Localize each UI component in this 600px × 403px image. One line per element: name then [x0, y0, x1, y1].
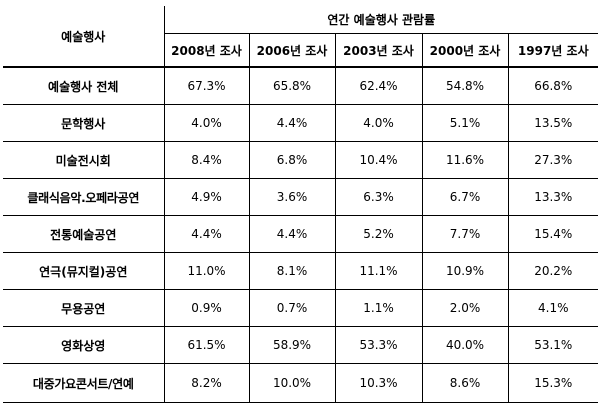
table-header: 예술행사 연간 예술행사 관람률 2008년 조사 2006년 조사 2003년… [3, 6, 599, 68]
table-cell: 10.4% [334, 141, 422, 179]
table-cell: 7.7% [421, 215, 508, 253]
table-cell: 5.2% [334, 215, 422, 253]
arts-attendance-table: 예술행사 연간 예술행사 관람률 2008년 조사 2006년 조사 2003년… [3, 6, 599, 403]
table-row: 대중가요콘서트/연예 8.2% 10.0% 10.3% 8.6% 15.3% [3, 363, 599, 403]
corner-header: 예술행사 [3, 6, 164, 68]
table-cell: 58.9% [248, 326, 335, 364]
table-row: 영화상영 61.5% 58.9% 53.3% 40.0% 53.1% [3, 326, 599, 364]
table-cell: 6.3% [334, 178, 422, 216]
table-cell: 0.7% [248, 289, 335, 327]
table-cell: 40.0% [421, 326, 508, 364]
table-cell: 10.0% [248, 363, 335, 403]
table-cell: 53.1% [507, 326, 599, 364]
row-label: 연극(뮤지컬)공연 [3, 252, 164, 290]
table-row: 무용공연 0.9% 0.7% 1.1% 2.0% 4.1% [3, 289, 599, 327]
table-cell: 3.6% [248, 178, 335, 216]
row-label: 영화상영 [3, 326, 164, 364]
table-cell: 11.6% [421, 141, 508, 179]
column-header: 2000년 조사 [421, 33, 508, 68]
table-cell: 15.3% [507, 363, 599, 403]
table-cell: 62.4% [334, 67, 422, 105]
column-header: 2008년 조사 [163, 33, 249, 68]
table-cell: 8.2% [163, 363, 249, 403]
table-cell: 4.4% [163, 215, 249, 253]
row-label: 무용공연 [3, 289, 164, 327]
table-body: 예술행사 전체 67.3% 65.8% 62.4% 54.8% 66.8% 문학… [3, 67, 599, 403]
table-cell: 65.8% [248, 67, 335, 105]
table-cell: 66.8% [507, 67, 599, 105]
table-row: 미술전시회 8.4% 6.8% 10.4% 11.6% 27.3% [3, 141, 599, 179]
table-cell: 4.1% [507, 289, 599, 327]
table-cell: 4.4% [248, 215, 335, 253]
table-cell: 10.3% [334, 363, 422, 403]
table-cell: 4.0% [334, 104, 422, 142]
table-cell: 54.8% [421, 67, 508, 105]
column-header: 2003년 조사 [334, 33, 422, 68]
table-cell: 4.4% [248, 104, 335, 142]
row-label: 문학행사 [3, 104, 164, 142]
table-cell: 10.9% [421, 252, 508, 290]
column-header: 2006년 조사 [248, 33, 335, 68]
table-row: 문학행사 4.0% 4.4% 4.0% 5.1% 13.5% [3, 104, 599, 142]
table-cell: 0.9% [163, 289, 249, 327]
table-cell: 4.9% [163, 178, 249, 216]
table-cell: 11.0% [163, 252, 249, 290]
table-row: 연극(뮤지컬)공연 11.0% 8.1% 11.1% 10.9% 20.2% [3, 252, 599, 290]
table-cell: 20.2% [507, 252, 599, 290]
row-label: 클래식음악.오페라공연 [3, 178, 164, 216]
row-label: 예술행사 전체 [3, 67, 164, 105]
group-header: 연간 예술행사 관람률 [163, 6, 599, 34]
row-label: 전통예술공연 [3, 215, 164, 253]
table-row: 예술행사 전체 67.3% 65.8% 62.4% 54.8% 66.8% [3, 67, 599, 105]
table-cell: 27.3% [507, 141, 599, 179]
table-cell: 11.1% [334, 252, 422, 290]
table-cell: 4.0% [163, 104, 249, 142]
row-label: 미술전시회 [3, 141, 164, 179]
table-row: 전통예술공연 4.4% 4.4% 5.2% 7.7% 15.4% [3, 215, 599, 253]
table-cell: 5.1% [421, 104, 508, 142]
table-cell: 53.3% [334, 326, 422, 364]
table-cell: 8.6% [421, 363, 508, 403]
table-cell: 13.3% [507, 178, 599, 216]
table-cell: 13.5% [507, 104, 599, 142]
table-cell: 8.4% [163, 141, 249, 179]
table-cell: 2.0% [421, 289, 508, 327]
table-cell: 6.7% [421, 178, 508, 216]
table-cell: 1.1% [334, 289, 422, 327]
table-cell: 8.1% [248, 252, 335, 290]
row-label: 대중가요콘서트/연예 [3, 363, 164, 403]
table-cell: 61.5% [163, 326, 249, 364]
table-cell: 67.3% [163, 67, 249, 105]
table-cell: 6.8% [248, 141, 335, 179]
table-cell: 15.4% [507, 215, 599, 253]
column-header: 1997년 조사 [507, 33, 599, 68]
table-row: 클래식음악.오페라공연 4.9% 3.6% 6.3% 6.7% 13.3% [3, 178, 599, 216]
